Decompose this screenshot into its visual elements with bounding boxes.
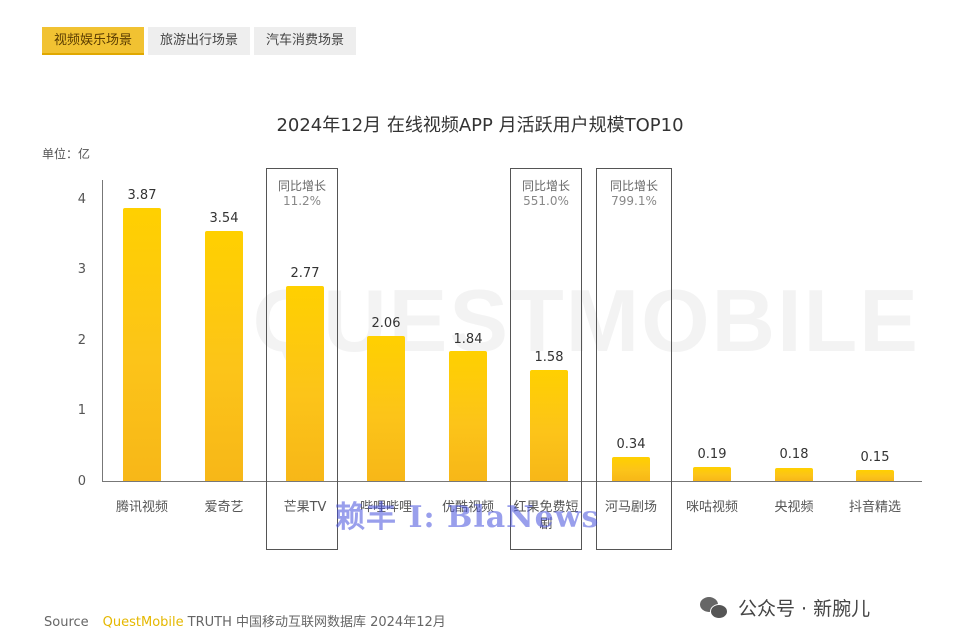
tab-travel[interactable]: 旅游出行场景 <box>148 27 251 55</box>
account-name: 公众号 · 新腕儿 <box>738 598 871 620</box>
value-label: 0.15 <box>860 450 890 465</box>
category-label: 爱奇艺 <box>204 500 244 515</box>
bar-migu[interactable] <box>693 467 731 481</box>
category-label: 抖音精选 <box>848 500 901 515</box>
brand-name: QuestMobile <box>102 615 184 630</box>
y-tick: 2 <box>77 333 86 348</box>
bar-hema[interactable] <box>612 457 650 481</box>
y-tick: 0 <box>77 474 86 489</box>
y-tick: 4 <box>77 192 86 207</box>
growth-value: 11.2% <box>282 194 322 208</box>
growth-callout-mangotv: 同比增长 11.2% <box>266 168 338 550</box>
value-label: 1.58 <box>534 350 564 365</box>
bar-tencent-video[interactable] <box>123 208 161 481</box>
growth-title: 同比增长 <box>277 179 326 193</box>
value-label: 2.77 <box>290 266 320 281</box>
y-axis-unit: 单位：亿 <box>42 147 91 161</box>
wechat-account: 公众号 · 新腕儿 <box>700 594 870 621</box>
category-label: 红果免费短剧 <box>513 500 579 532</box>
bar-cctv-video[interactable] <box>775 468 813 481</box>
category-label: 河马剧场 <box>604 500 657 515</box>
bar-bilibili[interactable] <box>367 336 405 481</box>
source-footer: Source QuestMobile TRUTH 中国移动互联网数据库 2024年1… <box>44 611 446 630</box>
value-label: 2.06 <box>371 316 401 331</box>
category-label: 央视频 <box>774 500 814 515</box>
background-watermark: QUESTMOBILE <box>252 271 920 370</box>
y-tick: 1 <box>77 403 86 418</box>
source-label: Source <box>44 615 89 630</box>
value-label: 3.54 <box>209 211 239 226</box>
growth-title: 同比增长 <box>521 179 570 193</box>
tab-video-entertainment[interactable]: 视频娱乐场景 <box>42 27 145 55</box>
growth-callout-hema: 同比增长 799.1% <box>596 168 672 550</box>
category-label: 优酷视频 <box>441 500 494 515</box>
overlay-watermark: 赖丰 I: BlaNews <box>335 500 600 535</box>
value-label: 3.87 <box>127 188 157 203</box>
value-label: 1.84 <box>453 332 483 347</box>
category-label: 咪咕视频 <box>685 500 738 515</box>
category-label: 腾讯视频 <box>115 500 168 515</box>
y-tick: 3 <box>77 262 86 277</box>
chart-title: 2024年12月 在线视频APP 月活跃用户规模TOP10 <box>276 115 684 136</box>
category-label: 哔哩哔哩 <box>359 500 412 515</box>
wechat-icon <box>700 596 728 619</box>
scenario-tabs: 视频娱乐场景 旅游出行场景 汽车消费场景 <box>42 27 357 55</box>
growth-value: 551.0% <box>523 194 569 208</box>
value-label: 0.19 <box>697 447 727 462</box>
value-label: 0.18 <box>779 447 809 462</box>
bar-hongguo[interactable] <box>530 370 568 481</box>
bar-youku[interactable] <box>449 351 487 481</box>
tab-auto-consumption[interactable]: 汽车消费场景 <box>254 27 357 55</box>
x-axis <box>102 481 922 482</box>
y-axis <box>102 180 103 482</box>
value-label: 0.34 <box>616 437 646 452</box>
bar-douyin-jingxuan[interactable] <box>856 470 894 481</box>
bar-mangotv[interactable] <box>286 286 324 481</box>
bar-iqiyi[interactable] <box>205 231 243 481</box>
category-label: 芒果TV <box>283 500 327 515</box>
growth-value: 799.1% <box>611 194 657 208</box>
source-text: TRUTH 中国移动互联网数据库 2024年12月 <box>187 615 446 630</box>
growth-title: 同比增长 <box>609 179 658 193</box>
growth-callout-hongguo: 同比增长 551.0% <box>510 168 582 550</box>
